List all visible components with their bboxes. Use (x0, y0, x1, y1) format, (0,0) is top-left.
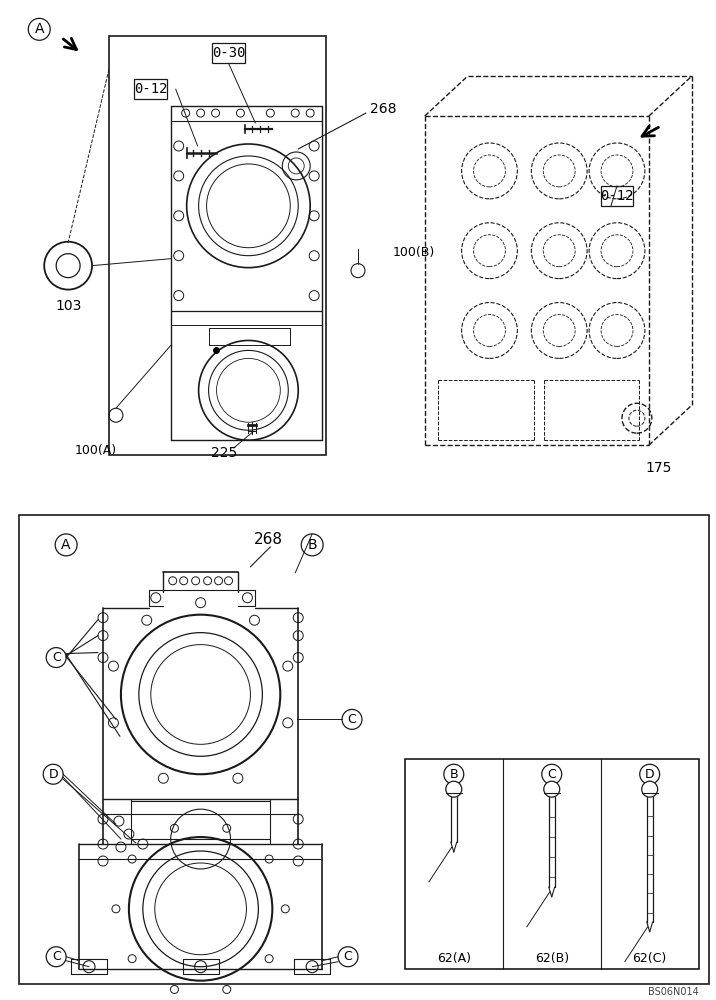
Text: B: B (450, 768, 458, 781)
Text: C: C (547, 768, 556, 781)
Bar (19, 515, 709, 984)
Text: D: D (645, 768, 654, 781)
Text: A: A (62, 538, 71, 552)
Text: C: C (344, 950, 352, 963)
Text: BS06N014: BS06N014 (648, 987, 699, 997)
Bar (109, 36, 326, 455)
Circle shape (543, 781, 560, 797)
Text: 268: 268 (370, 102, 397, 116)
Text: D: D (49, 768, 58, 781)
Circle shape (642, 781, 658, 797)
Text: C: C (52, 651, 61, 664)
Circle shape (446, 781, 462, 797)
Text: C: C (52, 950, 61, 963)
Text: 100(A): 100(A) (75, 444, 117, 457)
Text: 103: 103 (55, 299, 82, 313)
Text: 62(B): 62(B) (535, 952, 569, 965)
Bar (135, 79, 167, 99)
Text: 0-30: 0-30 (212, 46, 246, 60)
Text: 62(A): 62(A) (437, 952, 471, 965)
Text: 100(B): 100(B) (393, 246, 435, 259)
Text: 175: 175 (646, 461, 672, 475)
Text: A: A (34, 22, 44, 36)
Text: 0-12: 0-12 (600, 189, 634, 203)
Bar (601, 186, 634, 206)
Text: C: C (348, 713, 357, 726)
Text: B: B (307, 538, 317, 552)
Bar (212, 43, 245, 63)
Text: 62(C): 62(C) (632, 952, 667, 965)
Text: 0-12: 0-12 (134, 82, 168, 96)
Text: 225: 225 (211, 446, 237, 460)
Bar (405, 759, 699, 969)
Text: 268: 268 (254, 532, 283, 547)
